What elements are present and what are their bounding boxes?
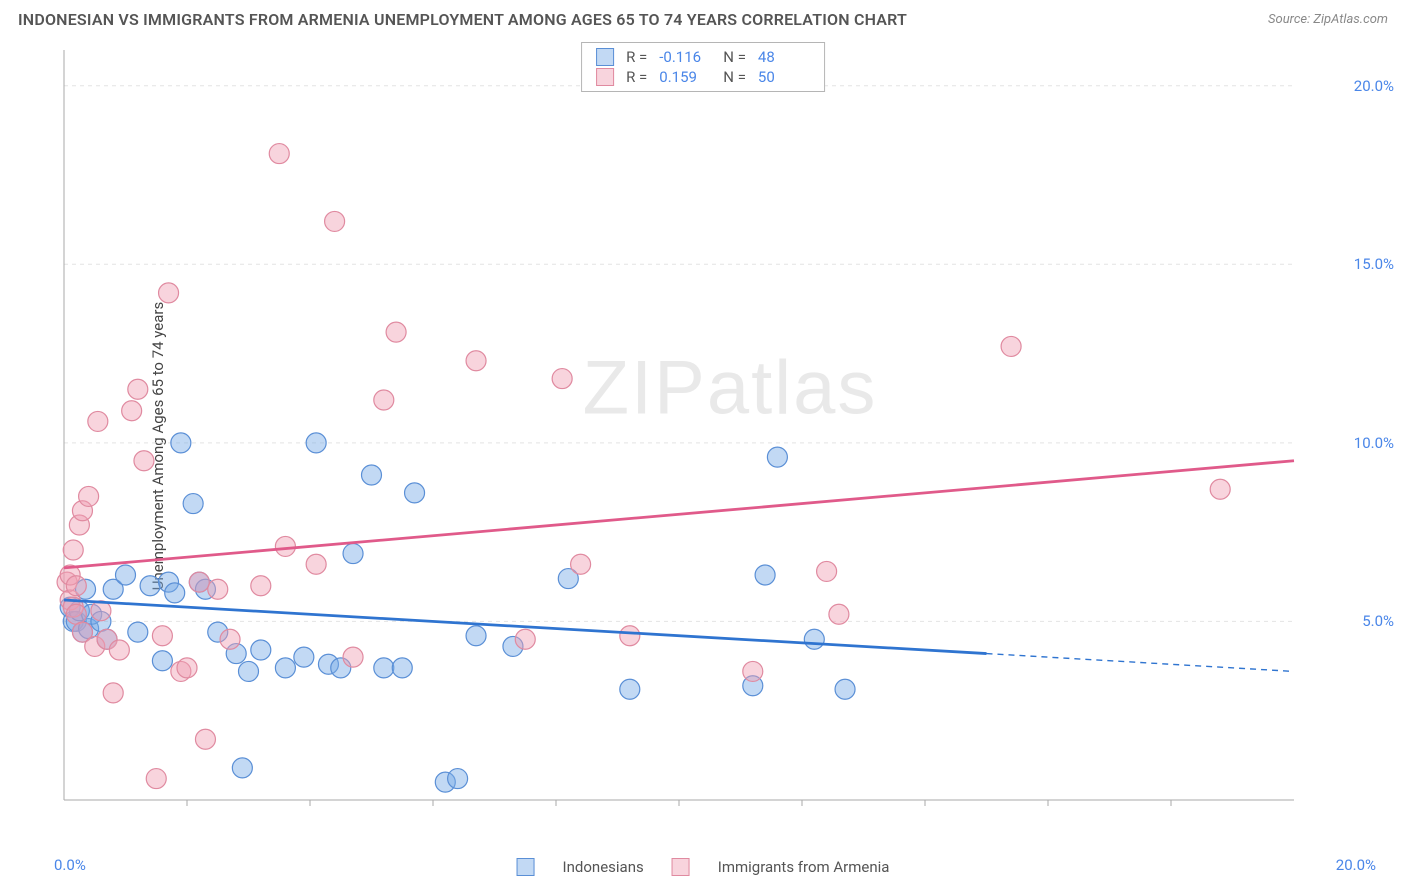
r-value-armenia: 0.159 — [659, 68, 711, 86]
bottom-legend: Indonesians Immigrants from Armenia — [517, 858, 890, 876]
y-tick-label: 15.0% — [1354, 255, 1394, 273]
swatch-armenia — [596, 68, 614, 86]
source-label: Source: ZipAtlas.com — [1268, 12, 1388, 27]
n-value-indonesians: 48 — [758, 48, 810, 66]
y-tick-label: 5.0% — [1362, 612, 1394, 630]
legend-swatch-armenia — [672, 858, 690, 876]
n-label: N = — [723, 48, 746, 66]
chart-title: INDONESIAN VS IMMIGRANTS FROM ARMENIA UN… — [18, 10, 907, 29]
r-label: R = — [626, 48, 647, 66]
header-bar: INDONESIAN VS IMMIGRANTS FROM ARMENIA UN… — [0, 0, 1406, 33]
r-label: R = — [626, 68, 647, 86]
legend-label-armenia: Immigrants from Armenia — [718, 858, 890, 876]
swatch-indonesians — [596, 48, 614, 66]
n-label: N = — [723, 68, 746, 86]
stats-row-armenia: R = 0.159 N = 50 — [596, 67, 810, 87]
r-value-indonesians: -0.116 — [659, 48, 711, 66]
legend-swatch-indonesians — [517, 858, 535, 876]
legend-label-indonesians: Indonesians — [563, 858, 644, 876]
stats-row-indonesians: R = -0.116 N = 48 — [596, 47, 810, 67]
y-tick-label: 10.0% — [1354, 434, 1394, 452]
chart-area: ZIPatlas — [54, 40, 1354, 830]
n-value-armenia: 50 — [758, 68, 810, 86]
scatter-plot — [54, 40, 1354, 830]
y-tick-label: 20.0% — [1354, 77, 1394, 95]
x-axis-start-label: 0.0% — [54, 856, 86, 874]
stats-box: R = -0.116 N = 48 R = 0.159 N = 50 — [581, 42, 825, 92]
x-axis-end-label: 20.0% — [1336, 856, 1376, 874]
